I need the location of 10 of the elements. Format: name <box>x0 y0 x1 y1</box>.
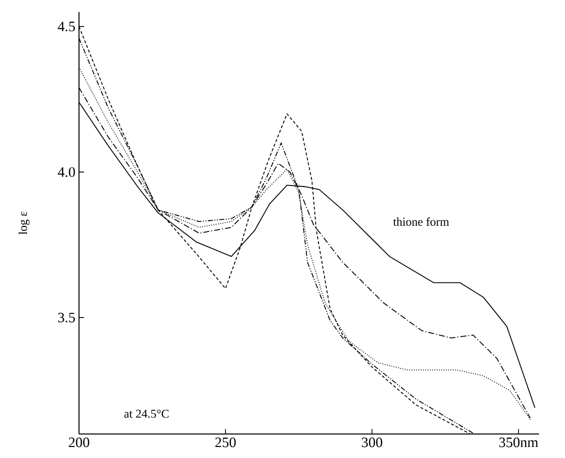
annotation: at 24.5°C <box>124 410 169 418</box>
text: thione form <box>393 217 450 226</box>
x-tick-label: 350nm <box>499 438 538 448</box>
x-tick-label: 250 <box>215 438 236 448</box>
x-tick-label: 200 <box>68 438 90 448</box>
y-tick-label: 4.0 <box>58 167 75 177</box>
y-axis-title: log ε <box>18 212 30 234</box>
y-tick-label: 4.5 <box>58 22 75 32</box>
x-tick-label: 300 <box>362 438 382 448</box>
y-tick-label: 3.5 <box>58 312 75 322</box>
